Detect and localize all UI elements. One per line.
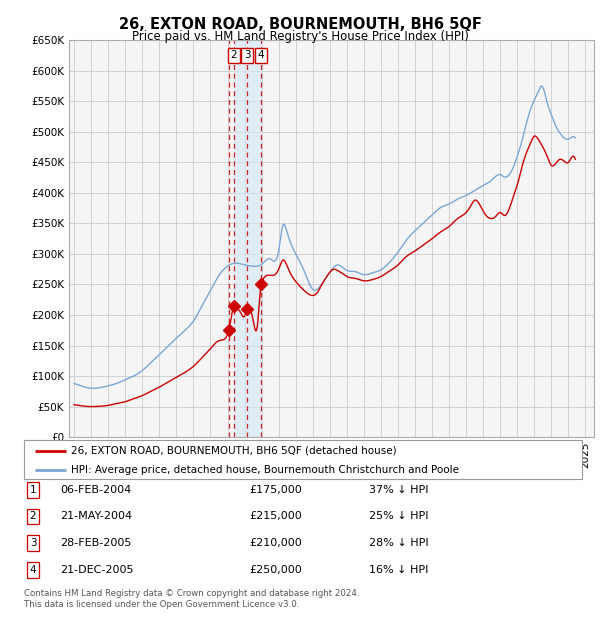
Text: 3: 3 <box>244 50 250 60</box>
Text: 25% ↓ HPI: 25% ↓ HPI <box>369 512 428 521</box>
Text: Contains HM Land Registry data © Crown copyright and database right 2024.: Contains HM Land Registry data © Crown c… <box>24 589 359 598</box>
Text: £215,000: £215,000 <box>249 512 302 521</box>
Text: 21-MAY-2004: 21-MAY-2004 <box>60 512 132 521</box>
FancyBboxPatch shape <box>24 440 582 479</box>
Text: 06-FEB-2004: 06-FEB-2004 <box>60 485 131 495</box>
Text: 16% ↓ HPI: 16% ↓ HPI <box>369 565 428 575</box>
Text: 4: 4 <box>29 565 37 575</box>
Text: 26, EXTON ROAD, BOURNEMOUTH, BH6 5QF (detached house): 26, EXTON ROAD, BOURNEMOUTH, BH6 5QF (de… <box>71 446 397 456</box>
Text: This data is licensed under the Open Government Licence v3.0.: This data is licensed under the Open Gov… <box>24 600 299 609</box>
Text: HPI: Average price, detached house, Bournemouth Christchurch and Poole: HPI: Average price, detached house, Bour… <box>71 465 460 475</box>
Bar <box>234 40 261 437</box>
Text: 28-FEB-2005: 28-FEB-2005 <box>60 538 131 548</box>
Text: 26, EXTON ROAD, BOURNEMOUTH, BH6 5QF: 26, EXTON ROAD, BOURNEMOUTH, BH6 5QF <box>119 17 481 32</box>
Text: 2: 2 <box>230 50 238 60</box>
Text: 2: 2 <box>29 512 37 521</box>
Text: 37% ↓ HPI: 37% ↓ HPI <box>369 485 428 495</box>
Text: £175,000: £175,000 <box>249 485 302 495</box>
Text: 3: 3 <box>29 538 37 548</box>
Text: 1: 1 <box>29 485 37 495</box>
Text: Price paid vs. HM Land Registry's House Price Index (HPI): Price paid vs. HM Land Registry's House … <box>131 30 469 43</box>
Text: 21-DEC-2005: 21-DEC-2005 <box>60 565 133 575</box>
Text: £250,000: £250,000 <box>249 565 302 575</box>
Text: 28% ↓ HPI: 28% ↓ HPI <box>369 538 428 548</box>
Text: 4: 4 <box>258 50 265 60</box>
Text: £210,000: £210,000 <box>249 538 302 548</box>
